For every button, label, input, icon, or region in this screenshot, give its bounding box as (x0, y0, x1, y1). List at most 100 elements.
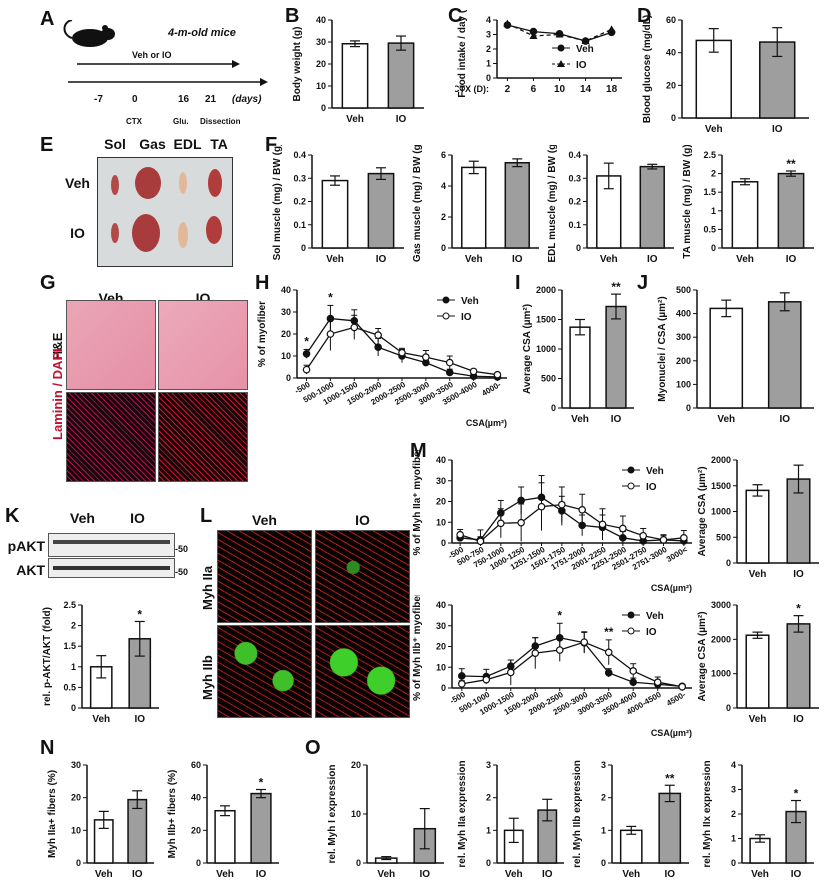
bar-veh (745, 634, 770, 709)
svg-text:3: 3 (731, 785, 736, 795)
x-tick-label: IO (791, 869, 802, 880)
legend-io: IO (576, 60, 587, 71)
x-tick-label: IO (664, 869, 675, 880)
svg-text:20: 20 (666, 80, 676, 90)
y-axis-label: rel. Myh IIx expression (702, 760, 713, 867)
svg-text:3: 3 (601, 760, 606, 770)
x-axis-label: CSA(µm²) (651, 583, 692, 593)
svg-text:40: 40 (666, 48, 676, 58)
bar-veh (321, 179, 349, 249)
svg-text:40: 40 (281, 285, 291, 295)
x-tick-label: Veh (751, 869, 769, 880)
svg-text:0.2: 0.2 (568, 197, 581, 207)
day-16: 16 (178, 94, 190, 105)
y-axis-label: Myh IIb+ fibers (%) (167, 770, 178, 859)
blot-akt-label: AKT (16, 562, 45, 578)
laminin-io-image (158, 392, 248, 482)
x-tick-label: Veh (749, 569, 767, 580)
x-axis-label: CSA(µm²) (651, 728, 692, 738)
x-axis-label: CTX (D): (455, 84, 489, 94)
svg-text:0: 0 (486, 858, 491, 868)
svg-text:0: 0 (671, 113, 676, 123)
svg-text:2: 2 (601, 793, 606, 803)
muscle-row-veh: Veh (65, 175, 90, 191)
x-tick-label: IO (786, 254, 797, 265)
chart-average-csa: 0 500 1000 1500 2000 Average CSA (µm²) Veh IO ** (520, 280, 640, 430)
svg-text:2: 2 (486, 793, 491, 803)
panel-label-i: I (515, 272, 521, 294)
chart-svg: 0 1 2 3 4 Food intake / day (g) 2 6 10 14 18 CTX (D… (453, 0, 622, 98)
svg-text:0.5: 0.5 (703, 224, 716, 234)
legend-veh: Veh (646, 611, 664, 622)
bar-io (250, 792, 272, 864)
svg-text:20: 20 (436, 642, 446, 652)
if-row-myh2a: Myh IIa (200, 565, 215, 610)
significance-marker: * (304, 334, 309, 348)
y-axis-label: EDL muscle (mg) / BW (g) (547, 145, 558, 263)
x-tick-label: IO (256, 869, 267, 880)
svg-text:20: 20 (351, 760, 361, 770)
svg-text:10: 10 (436, 662, 446, 672)
x-tick-label: IO (647, 254, 658, 265)
muscle-row-io: IO (70, 225, 85, 241)
svg-text:500: 500 (676, 285, 691, 295)
y-axis-label: Myh IIa+ fibers (%) (47, 770, 58, 858)
chart-myh2b-distribution: 0 10 20 30 40% of Myh IIb⁺ myofiber -500 500-1… (410, 592, 700, 740)
bar-veh (619, 829, 643, 864)
y-axis-label: TA muscle (mg) / BW (g) (682, 145, 693, 259)
svg-text:30: 30 (281, 307, 291, 317)
chart-myh1-expression: 0 10 20 rel. Myh I expression Veh IO (325, 755, 450, 885)
svg-text:1.5: 1.5 (703, 187, 716, 197)
legend-veh: Veh (461, 296, 479, 307)
svg-text:10: 10 (436, 517, 446, 527)
chart-svg: 0 0.1 0.2 0.3 0.4 EDL muscle (mg) / BW (g) Veh… (547, 140, 674, 265)
svg-text:1000: 1000 (711, 507, 731, 517)
panel-label-n: N (40, 737, 55, 759)
chart-blood-glucose: 0 20 40 60 Blood glucose (mg/dL) Veh IO (640, 10, 815, 140)
y-axis-label: Gas muscle (mg) / BW (g) (412, 145, 423, 262)
bar-io (767, 301, 802, 409)
y-axis-label: % of myofiber (257, 301, 268, 367)
chart-svg: 0 1 2 3 rel. Myh IIb expression Veh IO ** (572, 760, 689, 880)
svg-text:1000: 1000 (711, 669, 731, 679)
bar-io (127, 798, 148, 864)
chart-myh2a-fibers: 0 10 20 30 Myh IIa+ fibers (%) Veh IO (45, 755, 160, 885)
bar-io (658, 792, 682, 864)
chart-svg: 0 10 20 rel. Myh I expression Veh IO (327, 760, 444, 880)
chart-myh2b-fibers: 0 20 40 60 Myh IIb+ fibers (%) Veh IO * (165, 755, 285, 885)
x-tick-label: IO (512, 254, 523, 265)
if-veh-myh2b-image (217, 625, 312, 718)
bar-io (504, 162, 530, 249)
svg-text:20: 20 (316, 59, 326, 69)
svg-text:3000: 3000 (711, 600, 731, 610)
svg-text:0: 0 (441, 538, 446, 548)
x-tick-label: 2 (505, 84, 511, 95)
svg-text:0.3: 0.3 (568, 173, 581, 183)
svg-text:0: 0 (731, 858, 736, 868)
significance-marker: ** (665, 771, 675, 785)
panel-label-e: E (40, 134, 54, 156)
svg-text:0: 0 (711, 243, 716, 253)
panel-label-k: K (5, 505, 20, 527)
chart-gas-muscle: 0 2 4 6 Gas muscle (mg) / BW (g) Veh IO (410, 141, 545, 270)
svg-text:0: 0 (196, 858, 201, 868)
chart-svg: 0 0.5 1 1.5 2 2.5 TA muscle (mg) / BW (g) Veh IO… (682, 144, 814, 265)
muscle-col-edl: EDL (173, 136, 202, 152)
bar-io (605, 305, 627, 409)
svg-text:0.2: 0.2 (293, 197, 306, 207)
svg-text:20: 20 (71, 793, 81, 803)
x-tick-label: 14 (580, 84, 592, 95)
svg-text:2: 2 (441, 212, 446, 222)
svg-text:40: 40 (436, 455, 446, 465)
svg-text:1: 1 (486, 59, 491, 69)
if-row-myh2b: Myh IIb (200, 655, 215, 700)
svg-text:1.5: 1.5 (63, 641, 76, 651)
svg-text:10: 10 (316, 81, 326, 91)
svg-text:30: 30 (436, 621, 446, 631)
if-col-io: IO (355, 512, 370, 528)
significance-marker: * (796, 602, 801, 616)
svg-text:1500: 1500 (536, 315, 556, 325)
blot-pakt-label: pAKT (7, 538, 45, 554)
